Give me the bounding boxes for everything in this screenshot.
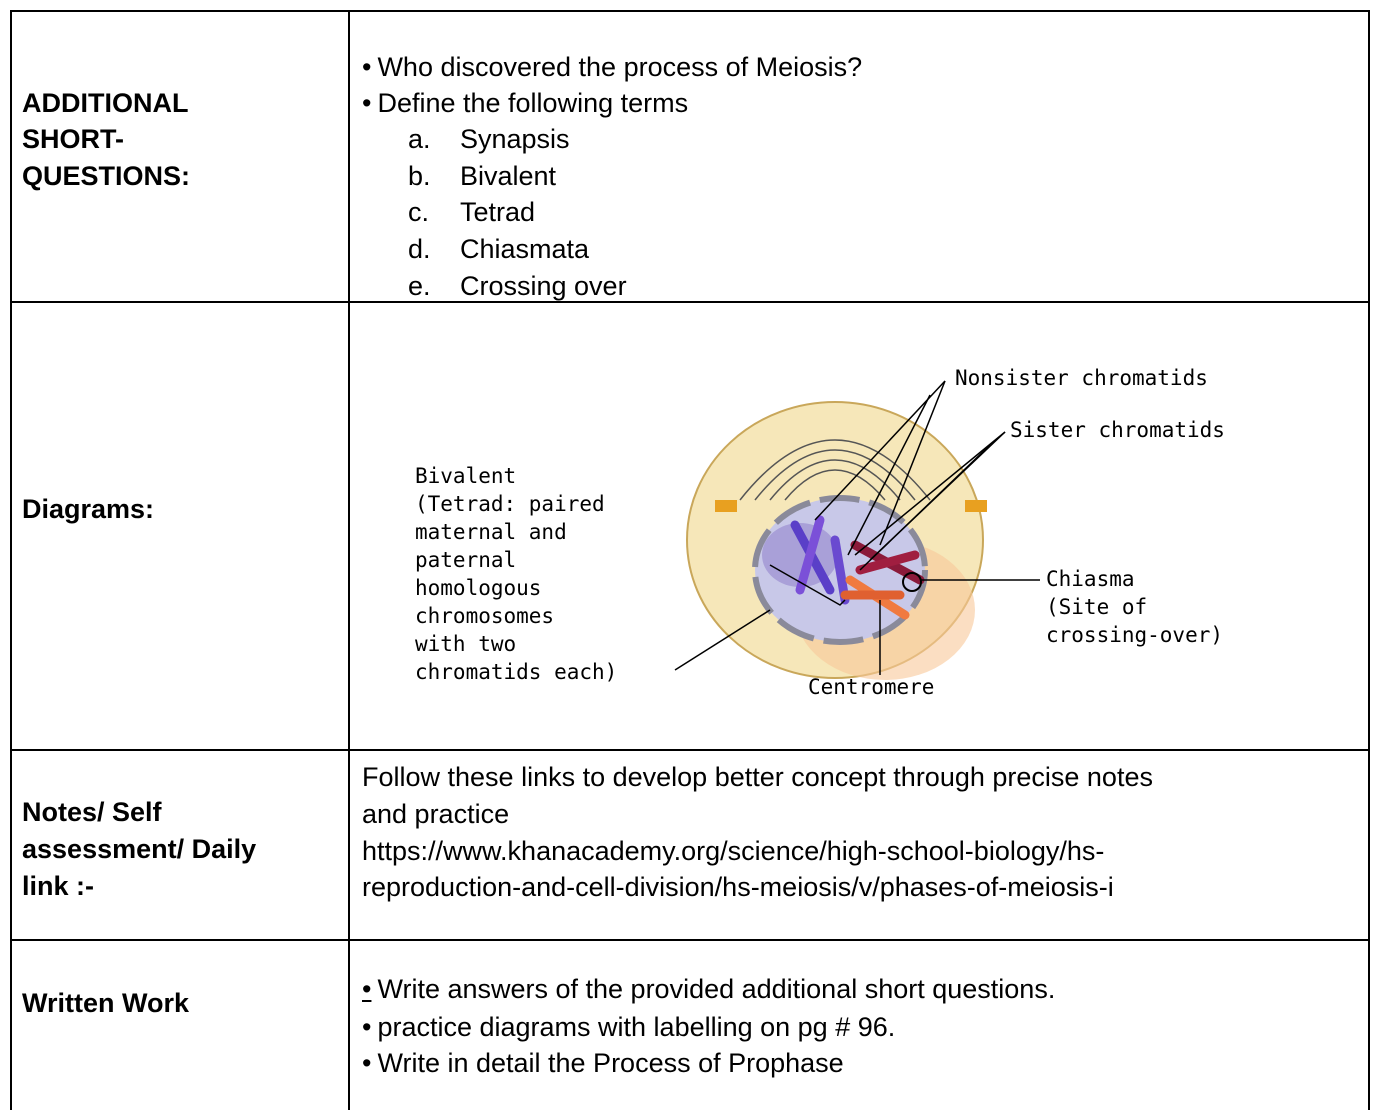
row-label: Written Work xyxy=(22,988,190,1018)
row-label: link :- xyxy=(22,871,94,901)
diagram-label: Chiasma xyxy=(1046,567,1135,591)
border xyxy=(10,10,12,1110)
list-marker: d. xyxy=(408,234,431,264)
border xyxy=(1368,10,1370,1110)
diagram-label: with two xyxy=(415,632,516,656)
list-item: Define the following terms xyxy=(362,85,688,121)
list-item: Chiasmata xyxy=(460,234,590,264)
border xyxy=(10,939,1370,941)
border xyxy=(10,301,1370,303)
list-item: Synapsis xyxy=(460,124,570,154)
diagram-label: chromosomes xyxy=(415,604,554,628)
diagram-label: Nonsister chromatids xyxy=(955,366,1208,390)
diagram-label: Sister chromatids xyxy=(1010,418,1225,442)
diagram-label: maternal and xyxy=(415,520,567,544)
row-label: assessment/ Daily xyxy=(22,834,257,864)
text-line: https://www.khanacademy.org/science/high… xyxy=(362,836,1105,866)
list-item: Bivalent xyxy=(460,161,557,191)
list-item: Write answers of the provided additional… xyxy=(362,971,1055,1007)
diagram-label: Bivalent xyxy=(415,464,516,488)
list-item: Who discovered the process of Meiosis? xyxy=(362,49,862,85)
row-label: Notes/ Self xyxy=(22,797,162,827)
list-marker: e. xyxy=(408,271,431,301)
diagram-label: (Site of xyxy=(1046,595,1147,619)
diagram-label: paternal xyxy=(415,548,516,572)
border xyxy=(10,749,1370,751)
row-label: ADDITIONAL xyxy=(22,88,189,118)
list-item: practice diagrams with labelling on pg #… xyxy=(362,1009,895,1045)
row-label: QUESTIONS: xyxy=(22,161,191,191)
diagram-label: crossing-over) xyxy=(1046,623,1223,647)
row-label: Diagrams: xyxy=(22,494,155,524)
list-marker: a. xyxy=(408,124,431,154)
border xyxy=(348,10,350,1110)
list-item: Write in detail the Process of Prophase xyxy=(362,1045,843,1081)
text-line: and practice xyxy=(362,799,510,829)
text-line: reproduction-and-cell-division/hs-meiosi… xyxy=(362,872,1114,902)
list-item: Crossing over xyxy=(460,271,627,301)
text-line: Follow these links to develop better con… xyxy=(362,762,1153,792)
border xyxy=(10,10,1370,12)
list-item: Tetrad xyxy=(460,197,536,227)
list-marker: c. xyxy=(408,197,430,227)
diagram-label: chromatids each) xyxy=(415,660,617,684)
diagram-label: homologous xyxy=(415,576,541,600)
diagram-label: Centromere xyxy=(808,675,934,699)
list-marker: b. xyxy=(408,161,431,191)
row-label: SHORT- xyxy=(22,124,125,154)
diagram-label: (Tetrad: paired xyxy=(415,492,605,516)
